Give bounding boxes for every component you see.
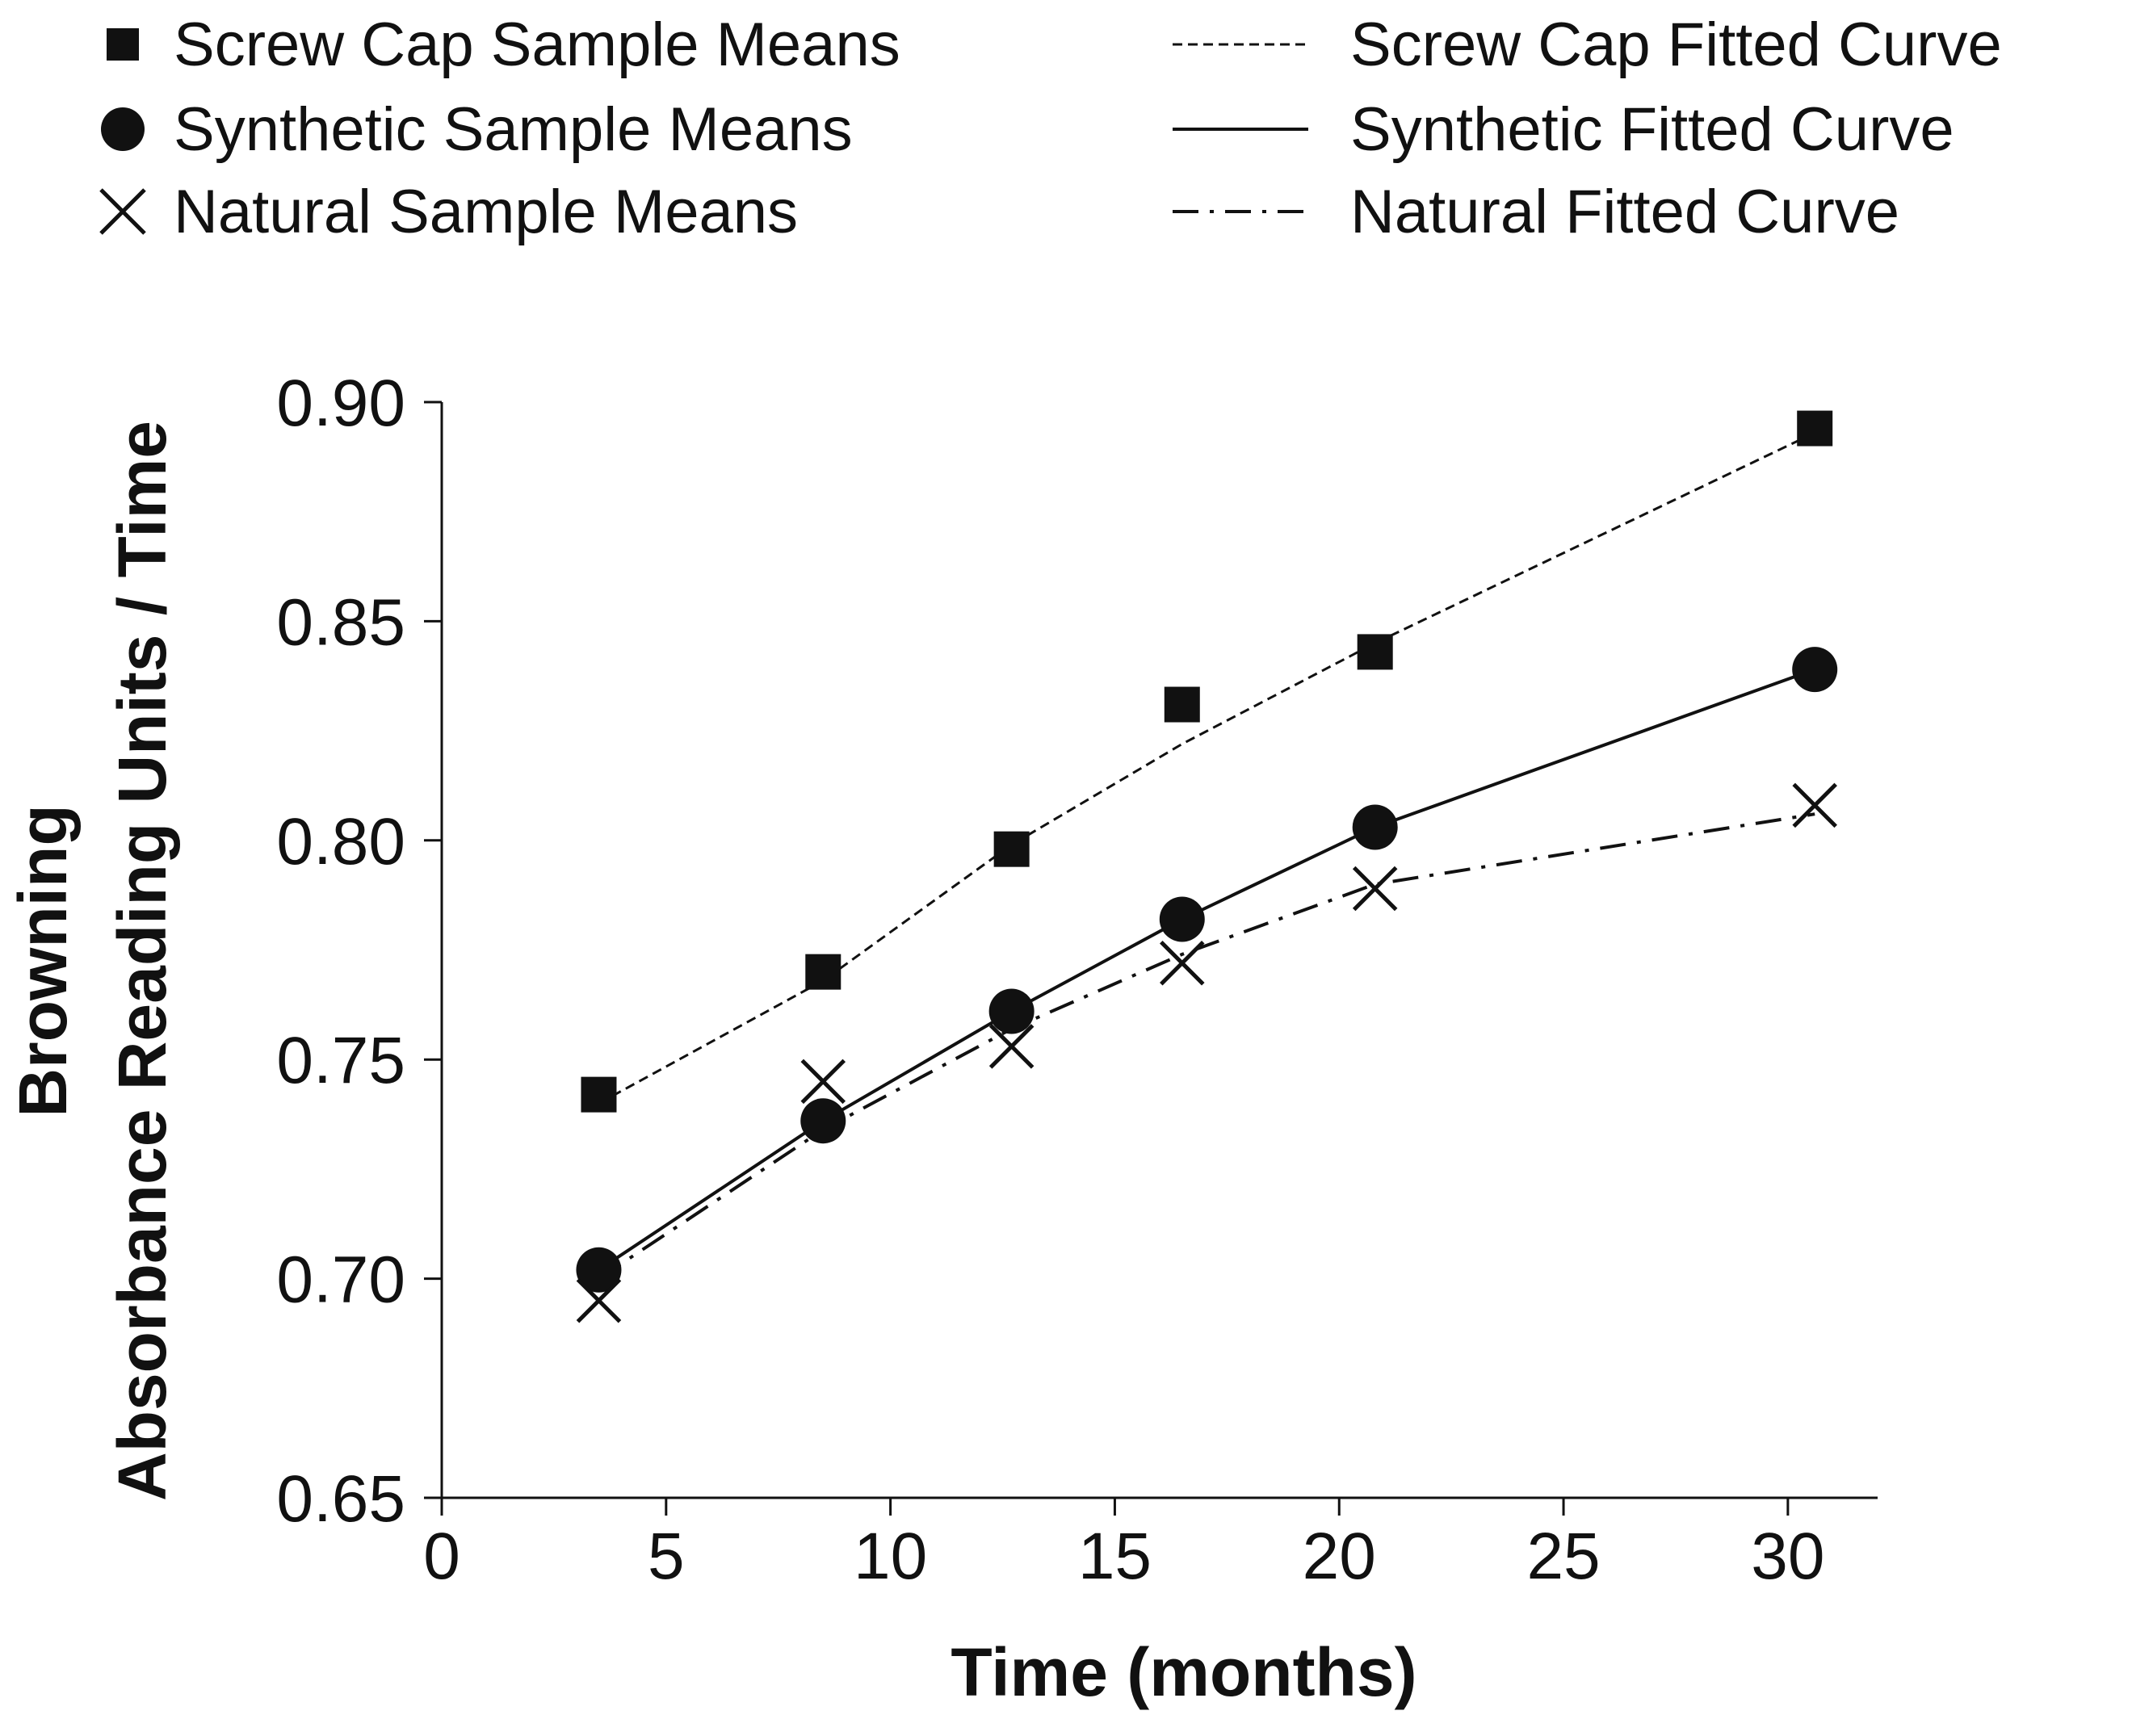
legend-label-natural-fit: Natural Fitted Curve (1350, 178, 1899, 246)
data-point-x (1160, 941, 1205, 986)
y-axis-title-line-1: Browning (5, 804, 81, 1117)
data-point-square (805, 954, 841, 990)
y-tick-label: 0.90 (276, 367, 405, 440)
legend-label-natural-means: Natural Sample Means (174, 178, 798, 246)
y-axis-title-line-2: Absorbance Reading Units / Time (104, 421, 180, 1501)
data-point-circle (576, 1247, 622, 1293)
natural-fitted-curve (598, 812, 1815, 1281)
legend-marker-synthetic (101, 107, 145, 151)
legend: Screw Cap Sample Means Synthetic Sample … (99, 10, 2002, 246)
y-tick-label: 0.70 (276, 1243, 405, 1317)
x-tick-label: 5 (648, 1520, 685, 1593)
legend-marker-natural (99, 188, 146, 235)
legend-label-synthetic-means: Synthetic Sample Means (174, 95, 853, 164)
legend-label-synthetic-fit: Synthetic Fitted Curve (1350, 95, 1954, 164)
data-point-x (800, 1059, 846, 1105)
data-point-x (1352, 866, 1398, 912)
x-tick-label: 30 (1751, 1520, 1824, 1593)
data-point-x (1792, 782, 1837, 828)
legend-label-screw-cap-means: Screw Cap Sample Means (174, 10, 900, 79)
screw-cap-fitted-curve (598, 431, 1815, 1105)
data-point-circle (800, 1098, 846, 1144)
y-tick-label: 0.65 (276, 1462, 405, 1536)
legend-label-screw-cap-fit: Screw Cap Fitted Curve (1350, 10, 2002, 79)
axes: 0 5 10 15 20 25 30 0.65 0.70 0.75 0.80 0.85 0.90 (276, 367, 1878, 1593)
data-point-x (988, 1024, 1035, 1069)
x-tick-label: 15 (1078, 1520, 1152, 1593)
x-tick-label: 25 (1526, 1520, 1600, 1593)
y-tick-label: 0.85 (276, 585, 405, 659)
x-tick-label: 0 (423, 1520, 460, 1593)
x-tick-label: 20 (1303, 1520, 1376, 1593)
synthetic-fitted-curve (598, 668, 1815, 1272)
data-point-circle (1792, 647, 1838, 693)
y-tick-label: 0.80 (276, 805, 405, 878)
legend-marker-screw-cap (107, 28, 139, 61)
data-point-square (1797, 410, 1833, 447)
data-markers (576, 410, 1838, 1323)
data-point-circle (1159, 896, 1205, 942)
x-tick-label: 10 (854, 1520, 927, 1593)
data-point-circle (1352, 804, 1398, 850)
data-point-square (581, 1076, 617, 1113)
data-point-square (1164, 686, 1200, 723)
fitted-curves (598, 431, 1815, 1281)
data-point-square (1357, 634, 1393, 670)
data-point-x (576, 1277, 622, 1323)
y-tick-label: 0.75 (276, 1024, 405, 1097)
x-axis-title: Time (months) (951, 1634, 1416, 1710)
data-point-square (993, 831, 1030, 867)
data-point-circle (988, 988, 1035, 1034)
